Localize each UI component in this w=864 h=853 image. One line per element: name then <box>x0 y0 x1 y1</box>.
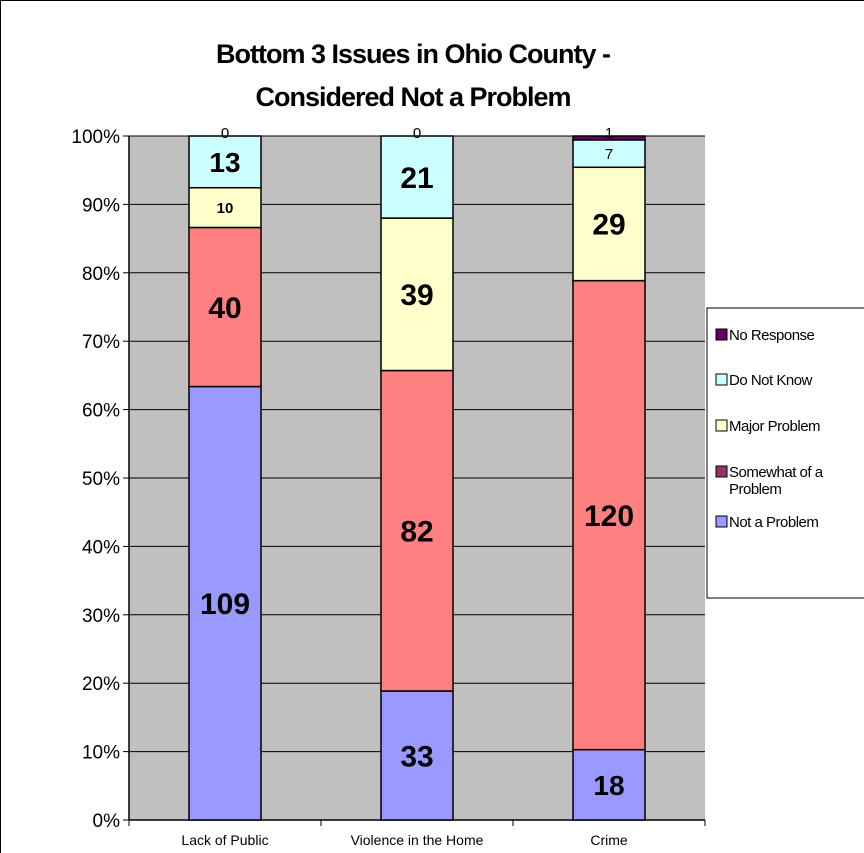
bar-segment <box>188 385 262 821</box>
y-tick-label: 60% <box>82 401 120 422</box>
legend-label: Major Problem <box>729 418 820 435</box>
y-tick-label: 80% <box>82 264 120 285</box>
x-category-label: Lack of Public <box>181 832 268 848</box>
bar-segment <box>572 139 646 169</box>
x-category-label: Crime <box>590 832 628 848</box>
legend-swatch <box>715 328 728 341</box>
bar-segment <box>380 690 454 821</box>
legend-swatch <box>715 373 728 386</box>
data-label: 7 <box>605 146 613 163</box>
y-tick-label: 30% <box>82 606 120 627</box>
bar-segment <box>572 748 646 821</box>
legend-label: No Response <box>729 327 815 344</box>
data-label: 120 <box>584 500 634 533</box>
y-tick-label: 70% <box>82 332 120 353</box>
data-label: 29 <box>592 209 625 242</box>
chart-title-line-2: Considered Not a Problem <box>255 82 570 112</box>
data-label: 10 <box>217 200 234 217</box>
data-label: 1 <box>605 125 613 142</box>
y-tick-label: 50% <box>82 469 120 490</box>
legend-label: Do Not Know <box>729 372 813 389</box>
y-tick-label: 40% <box>82 537 120 558</box>
legend-swatch <box>715 419 728 432</box>
data-label: 18 <box>593 770 624 801</box>
plot-area: 0%10%20%30%40%50%60%70%80%90%100%1094010… <box>71 125 706 848</box>
data-label: 0 <box>413 125 421 142</box>
chart-title-line-1: Bottom 3 Issues in Ohio County - <box>216 39 610 69</box>
data-label: 40 <box>208 292 241 325</box>
bar-segment <box>572 166 646 282</box>
y-tick-label: 0% <box>93 811 121 832</box>
bar-segment <box>572 279 646 751</box>
data-label: 39 <box>400 279 433 312</box>
legend-box <box>706 307 864 599</box>
data-label: 21 <box>400 162 433 195</box>
data-label: 0 <box>221 125 229 142</box>
data-label: 109 <box>200 588 250 621</box>
bar-segment <box>188 226 262 388</box>
legend: No Response Do Not Know Major Problem Somew… <box>706 307 864 599</box>
legend-label: Problem <box>729 481 781 498</box>
bar-segment <box>380 217 454 372</box>
y-tick-label: 100% <box>71 127 120 148</box>
legend-label: Not a Problem <box>729 514 818 531</box>
data-label: 82 <box>400 516 433 549</box>
y-tick-label: 20% <box>82 674 120 695</box>
bar-segment <box>572 135 646 141</box>
y-tick-label: 10% <box>82 743 120 764</box>
y-tick-label: 90% <box>82 195 120 216</box>
legend-label: Somewhat of a <box>729 464 824 481</box>
bar-segment <box>380 135 454 219</box>
legend-swatch <box>715 515 728 528</box>
data-label: 33 <box>400 740 433 773</box>
bar-segment <box>188 135 262 189</box>
data-label: 13 <box>209 147 240 178</box>
legend-swatch <box>715 465 728 478</box>
x-category-label: Violence in the Home <box>351 832 484 848</box>
bar-segment <box>188 186 262 229</box>
